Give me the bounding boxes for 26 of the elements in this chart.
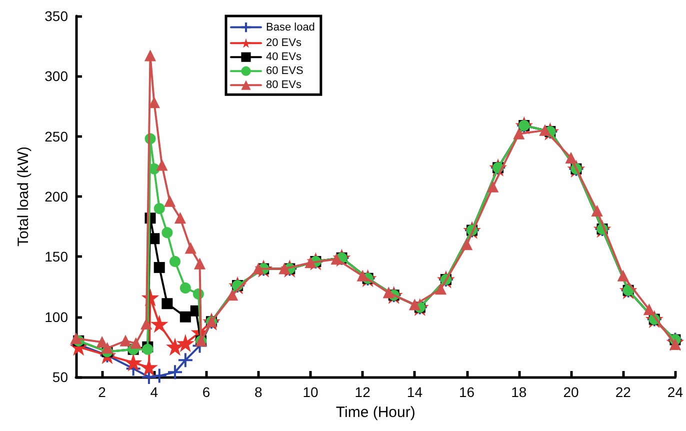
y-tick-label: 50 <box>52 369 68 385</box>
y-tick-label: 100 <box>44 308 68 325</box>
x-tick-label: 6 <box>202 384 210 400</box>
y-tick-label: 200 <box>44 188 68 204</box>
legend-label: 80 EVs <box>266 79 302 92</box>
x-tick-label: 12 <box>354 384 371 400</box>
x-tick-label: 20 <box>563 384 579 400</box>
y-tick-label: 350 <box>44 8 68 24</box>
x-tick-label: 24 <box>667 384 684 400</box>
x-tick-label: 2 <box>98 384 106 400</box>
x-tick-label: 14 <box>406 384 423 400</box>
x-tick-label: 10 <box>302 384 318 400</box>
x-tick-label: 4 <box>150 384 158 400</box>
y-tick-label: 300 <box>44 68 68 84</box>
x-axis-title: Time (Hour) <box>336 404 416 421</box>
legend-label: 40 EVs <box>266 51 302 64</box>
y-tick-label: 250 <box>44 128 68 144</box>
y-axis-title: Total load (kW) <box>15 146 32 247</box>
x-tick-label: 18 <box>511 384 527 400</box>
legend-label: 60 EVS <box>266 65 304 78</box>
legend-label: 20 EVs <box>266 37 302 50</box>
y-tick-label: 150 <box>44 248 68 265</box>
x-tick-label: 22 <box>615 384 632 400</box>
legend-label: Base load <box>266 21 315 34</box>
x-tick-label: 16 <box>459 384 475 400</box>
x-tick-label: 8 <box>254 384 262 400</box>
